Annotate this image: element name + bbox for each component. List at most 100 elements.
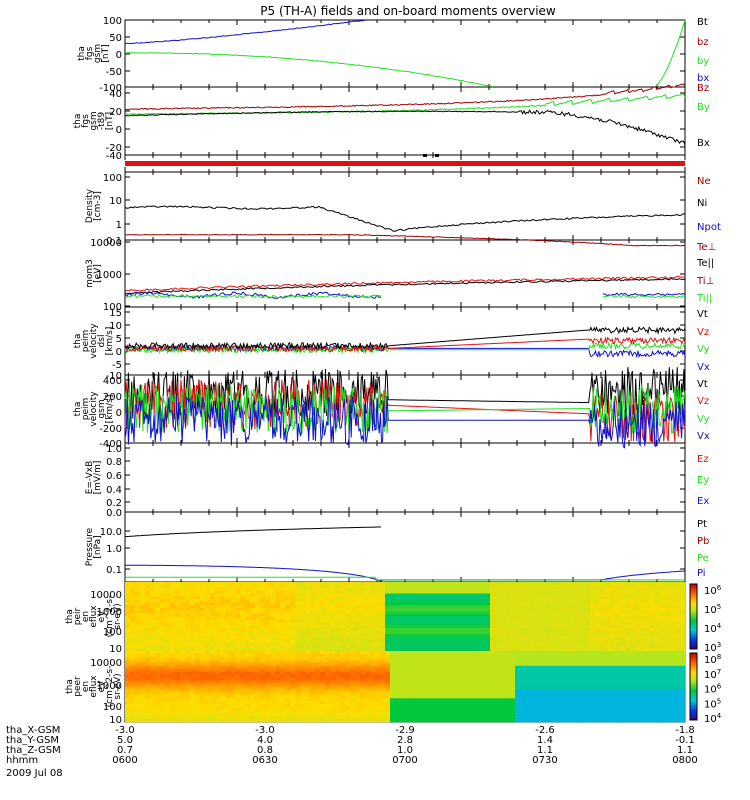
spectrogram-cell	[255, 662, 261, 667]
spectrogram-cell	[210, 630, 216, 635]
spectrogram-cell	[285, 639, 291, 643]
y-tick-label: 0	[116, 125, 122, 136]
spectrogram-cell	[290, 582, 296, 586]
spectrogram-cell	[245, 613, 251, 617]
spectrogram-cell	[210, 665, 216, 670]
spectrogram-cell	[270, 656, 276, 661]
spectrogram-cell	[440, 628, 446, 632]
spectrogram-cell	[575, 607, 581, 612]
spectrogram-cell	[225, 653, 231, 658]
spectrogram-cell	[510, 616, 516, 620]
spectrogram-cell	[150, 622, 156, 626]
spectrogram-cell	[240, 716, 246, 720]
spectrogram-cell	[265, 695, 271, 699]
spectrogram-cell	[235, 628, 241, 632]
spectrogram-cell	[130, 625, 136, 629]
spectrogram-cell	[150, 628, 156, 632]
spectrogram-cell	[535, 599, 541, 603]
spectrogram-cell	[605, 582, 611, 586]
spectrogram-cell	[405, 593, 411, 597]
spectrogram-cell	[245, 698, 251, 702]
spectrogram-cell	[290, 710, 296, 714]
spectrogram-cell	[355, 599, 361, 603]
spectrogram-cell	[525, 648, 531, 652]
spectrogram-cell	[630, 616, 636, 620]
spectrogram-cell	[620, 642, 626, 646]
spectrogram-cell	[215, 701, 221, 705]
spectrogram-cell	[250, 665, 256, 670]
spectrogram-cell	[635, 622, 641, 626]
spectrogram-cell	[140, 671, 146, 675]
spectrogram-cell	[370, 692, 376, 696]
spectrogram-cell	[520, 645, 526, 649]
spectrogram-cell	[255, 713, 261, 717]
spectrogram-cell	[370, 653, 376, 658]
spectrogram-cell	[320, 707, 326, 711]
spectrogram-cell	[660, 596, 666, 600]
spectrogram-cell	[505, 605, 511, 609]
spectrogram-cell	[230, 619, 236, 623]
spectrogram-cell	[200, 719, 206, 723]
spectrogram-cell	[365, 680, 371, 684]
spectrogram-cell	[410, 596, 416, 600]
spectrogram-cell	[145, 698, 151, 702]
spectrogram-cell	[335, 689, 341, 693]
spectrogram-cell	[245, 713, 251, 717]
spectrogram-cell	[495, 593, 501, 597]
spectrogram-cell	[170, 692, 176, 696]
spectrogram-cell	[185, 633, 191, 637]
spectrogram-cell	[495, 622, 501, 626]
spectrogram-cell	[365, 648, 371, 652]
spectrogram-cell	[150, 639, 156, 643]
spectrogram-cell	[665, 584, 671, 589]
spectrogram-cell	[170, 596, 176, 600]
spectrogram-cell	[330, 662, 336, 667]
spectrogram-cell	[290, 610, 296, 614]
spectrogram-cell	[250, 713, 256, 717]
spectrogram-cell	[585, 584, 591, 589]
spectrogram-cell	[430, 587, 436, 591]
spectrogram-cell	[415, 622, 421, 626]
spectrogram-cell	[220, 677, 226, 681]
spectrogram-cell	[615, 590, 621, 594]
spectrogram-cell	[380, 656, 386, 661]
spectrogram-cell	[315, 642, 321, 646]
spectrogram-cell	[250, 719, 256, 723]
spectrogram-cell	[360, 692, 366, 696]
spectrogram-cell	[645, 619, 651, 623]
spectrogram-cell	[630, 610, 636, 614]
spectrogram-cell	[410, 599, 416, 603]
spectrogram-cell	[425, 628, 431, 632]
spectrogram-cell	[335, 633, 341, 637]
spectrogram-cell	[200, 602, 206, 606]
spectrogram-cell	[385, 683, 391, 687]
spectrogram-cell	[160, 582, 166, 586]
spectrogram-cell	[605, 616, 611, 620]
spectrogram-cell	[505, 602, 511, 606]
spectrogram-cell	[210, 622, 216, 626]
spectrogram-cell	[525, 613, 531, 617]
spectrogram-cell	[430, 701, 436, 705]
spectrogram-cell	[190, 692, 196, 696]
spectrogram-cell	[230, 710, 236, 714]
spectrogram-cell	[485, 584, 491, 589]
spectrogram-cell	[185, 593, 191, 597]
spectrogram-cell	[190, 662, 196, 667]
spectrogram-cell	[425, 710, 431, 714]
spectrogram-cell	[385, 668, 391, 673]
spectrogram-cell	[455, 645, 461, 649]
spectrogram-cell	[595, 593, 601, 597]
spectrogram-cell	[250, 630, 256, 635]
spectrogram-cell	[435, 582, 441, 586]
y-axis-label-line: peim	[81, 398, 91, 421]
spectrogram-cell	[170, 656, 176, 661]
spectrogram-cell	[430, 616, 436, 620]
spectrogram-cell	[375, 668, 381, 673]
spectrogram-cell	[315, 645, 321, 649]
spectrogram-cell	[470, 605, 476, 609]
spectrogram-cell	[530, 593, 536, 597]
spectrogram-cell	[325, 653, 331, 658]
spectrogram-cell	[470, 622, 476, 626]
spectrogram-cell	[265, 593, 271, 597]
spectrogram-cell	[550, 622, 556, 626]
